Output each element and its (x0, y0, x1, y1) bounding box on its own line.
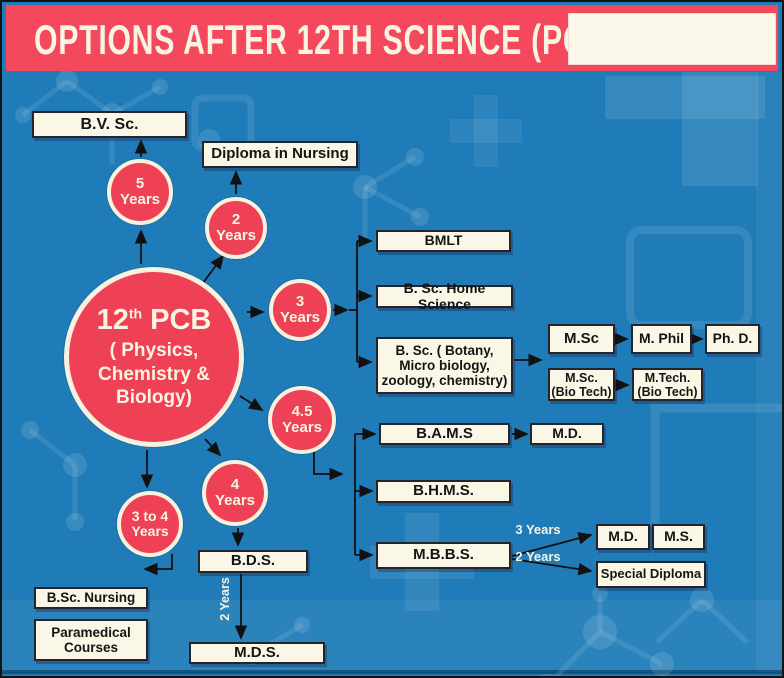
node-bvsc: B.V. Sc. (32, 111, 187, 138)
node-md-ayurveda: M.D. (530, 423, 604, 445)
node-msc: M.Sc (548, 324, 615, 354)
node-bsc-nursing: B.Sc. Nursing (34, 587, 148, 609)
header-banner: OPTIONS AFTER 12TH SCIENCE (PCB) (6, 5, 778, 71)
circle-2-years: 2 Years (205, 197, 267, 259)
node-paramedical-courses: Paramedical Courses (34, 619, 148, 661)
circle-3-to-4-years: 3 to 4 Years (117, 491, 183, 557)
node-bds: B.D.S. (198, 550, 308, 573)
circle-3-years: 3 Years (269, 279, 331, 341)
node-mbbs: M.B.B.S. (376, 542, 511, 569)
node-msc-biotech: M.Sc. (Bio Tech) (548, 368, 615, 401)
node-phd: Ph. D. (705, 324, 760, 354)
node-bsc-botany: B. Sc. ( Botany, Micro biology, zoology,… (376, 337, 513, 394)
node-bmlt: BMLT (376, 230, 511, 252)
circle-5-years: 5 Years (107, 159, 173, 225)
blank-panel (568, 13, 776, 65)
node-bams: B.A.M.S (379, 423, 510, 445)
circle-4-years: 4 Years (202, 460, 268, 526)
label-mbbs-3-years: 3 Years (515, 522, 561, 537)
node-bhms: B.H.M.S. (376, 480, 511, 503)
node-md: M.D. (596, 524, 650, 550)
node-mphil: M. Phil (631, 324, 692, 354)
node-12th-pcb-title: 12th PCB (96, 303, 212, 336)
node-mds: M.D.S. (189, 642, 325, 664)
label-bds-2-years: 2 Years (218, 577, 232, 621)
page-title: OPTIONS AFTER 12TH SCIENCE (PCB) (34, 16, 619, 63)
label-mbbs-2-years: 2 Years (515, 549, 561, 564)
node-12th-pcb-subjects: ( Physics, Chemistry & Biology) (98, 339, 210, 409)
node-diploma-nursing: Diploma in Nursing (202, 141, 358, 168)
node-ms: M.S. (652, 524, 705, 550)
node-bsc-home-science: B. Sc. Home Science (376, 280, 513, 311)
node-special-diploma: Special Diploma (596, 561, 706, 588)
node-mtech-biotech: M.Tech. (Bio Tech) (632, 368, 703, 401)
circle-4-5-years: 4.5 Years (268, 386, 336, 454)
node-12th-pcb: 12th PCB ( Physics, Chemistry & Biology) (64, 267, 244, 447)
